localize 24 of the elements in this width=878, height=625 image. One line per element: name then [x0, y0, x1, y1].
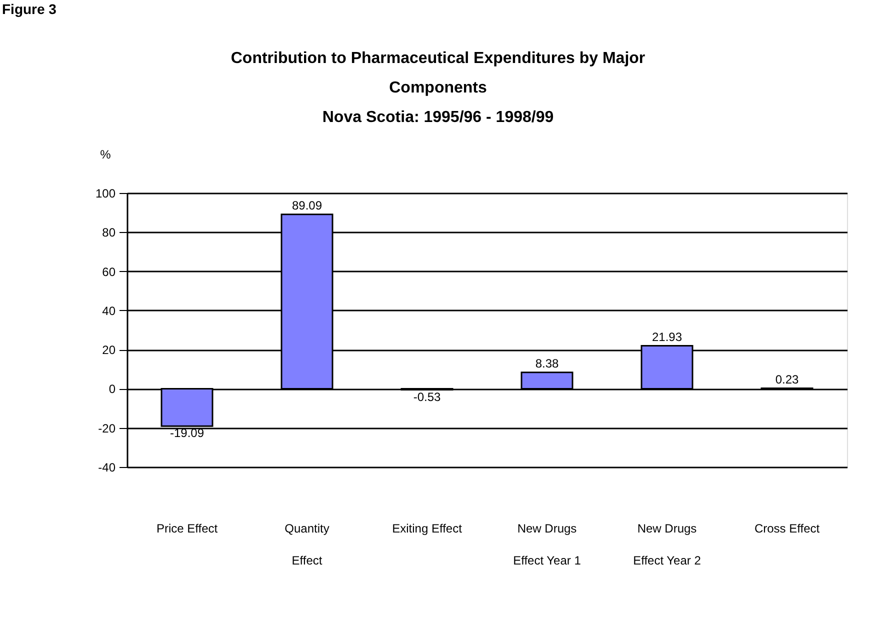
- y-tick-label: 60: [102, 264, 116, 279]
- y-tick-label: 40: [102, 304, 116, 318]
- y-tick-label: -20: [98, 421, 116, 436]
- y-tick-label: 0: [108, 382, 116, 396]
- category-label: New Drugs Effect Year 2: [633, 522, 701, 568]
- data-label: -19.09: [170, 426, 204, 440]
- data-label: 0.23: [775, 372, 799, 386]
- y-tick-label: 80: [102, 226, 116, 240]
- category-label: New Drugs Effect Year 1: [513, 522, 581, 568]
- category-label: Quantity Effect: [284, 522, 330, 568]
- x-tick-label: Cross Effect: [754, 522, 820, 536]
- x-tick-label: Exiting Effect: [392, 522, 463, 536]
- data-label: 8.38: [535, 356, 559, 370]
- x-tick-label: Price Effect: [156, 522, 218, 536]
- y-tick-label: 100: [95, 186, 116, 200]
- data-label: 21.93: [652, 330, 682, 344]
- data-label: 89.09: [292, 198, 322, 212]
- data-label: -0.53: [413, 390, 441, 404]
- chart-title: Contribution to Pharmaceutical Expenditures by Major Components: [230, 50, 646, 96]
- y-tick-label: 20: [102, 343, 116, 358]
- y-tick-label: -40: [98, 460, 116, 474]
- chart-subtitle: Nova Scotia: 1995/96 - 1998/99: [322, 109, 554, 126]
- y-axis-title: %: [100, 148, 112, 162]
- caption: Figure 3: [2, 1, 57, 17]
